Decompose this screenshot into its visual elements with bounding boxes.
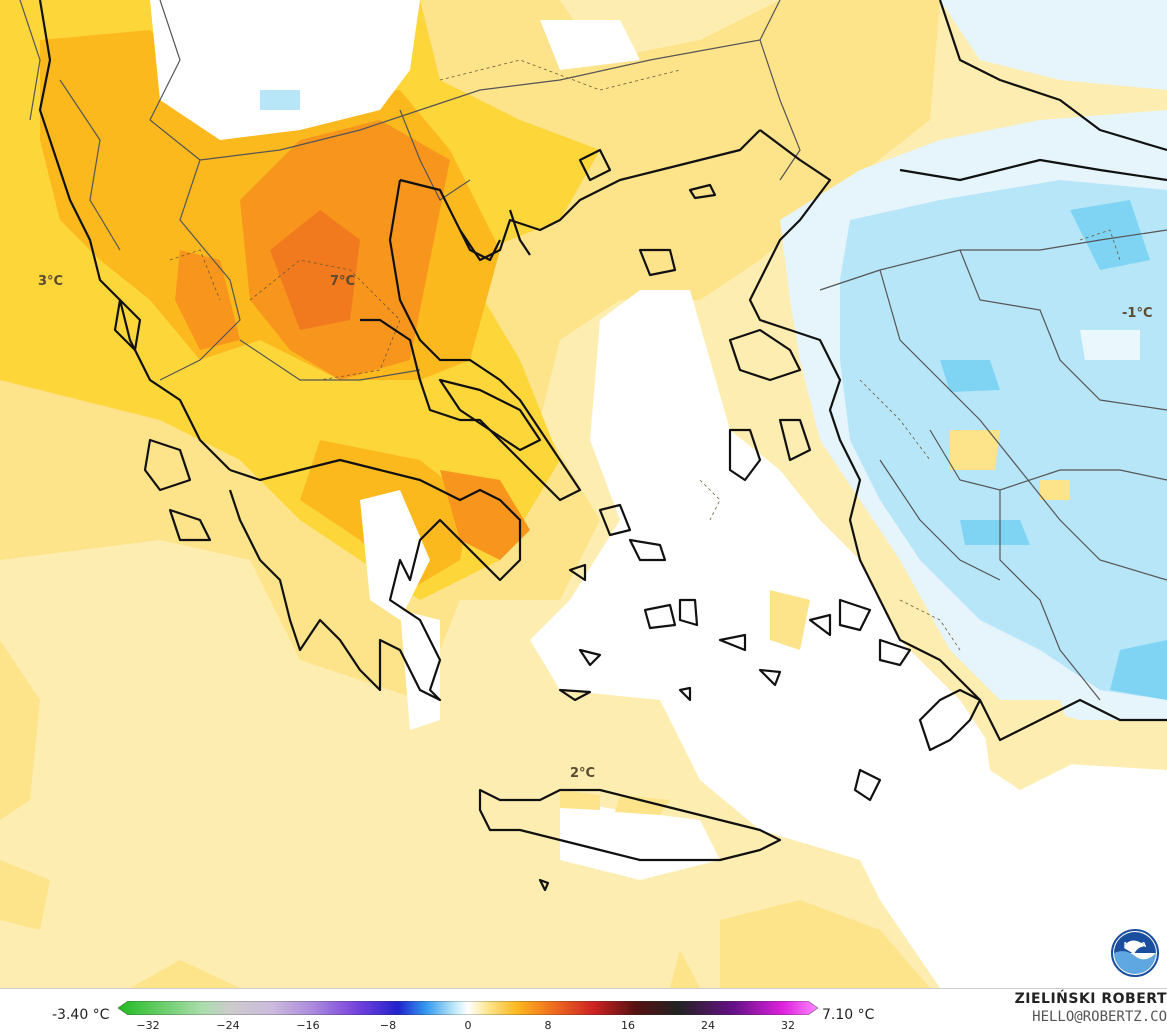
cold-anomaly-region [780,0,1167,720]
noaa-logo-text: NOAA [1124,941,1147,949]
legend-tick: 32 [781,1019,795,1032]
southern-warm-patches [0,590,1080,988]
country-borders [19,0,1167,701]
legend-max-value: 7.10 °C [822,1007,875,1023]
legend-tick: −8 [379,1019,397,1032]
temperature-label: 7°C [330,274,356,289]
legend-tick: 0 [464,1019,472,1032]
temperature-label: 2°C [570,766,596,781]
contour-lines [169,59,1121,651]
north-neutral-region [150,0,640,140]
author-name: ZIELIŃSKI ROBERT [1014,991,1167,1007]
temperature-label: -1°C [1122,306,1153,321]
temperature-anomaly-map: 3°C 7°C -1°C 2°C NOAA [0,0,1167,988]
legend-min-value: -3.40 °C [52,1007,110,1023]
coastlines [38,0,1167,892]
color-scale-bar [118,1001,818,1015]
legend-tick: −24 [216,1019,240,1032]
map-canvas [0,0,1167,988]
author-email[interactable]: HELLO@ROBERTZ.CO [1032,1009,1167,1025]
legend-tick: 8 [544,1019,552,1032]
legend-tick: 24 [701,1019,715,1032]
legend-tick: 16 [621,1019,635,1032]
legend-tick: −16 [296,1019,320,1032]
temperature-label: 3°C [38,274,64,289]
legend-tick: −32 [136,1019,160,1032]
noaa-logo-icon: NOAA [1110,928,1160,978]
legend-footer: -3.40 °C [0,988,1167,1036]
